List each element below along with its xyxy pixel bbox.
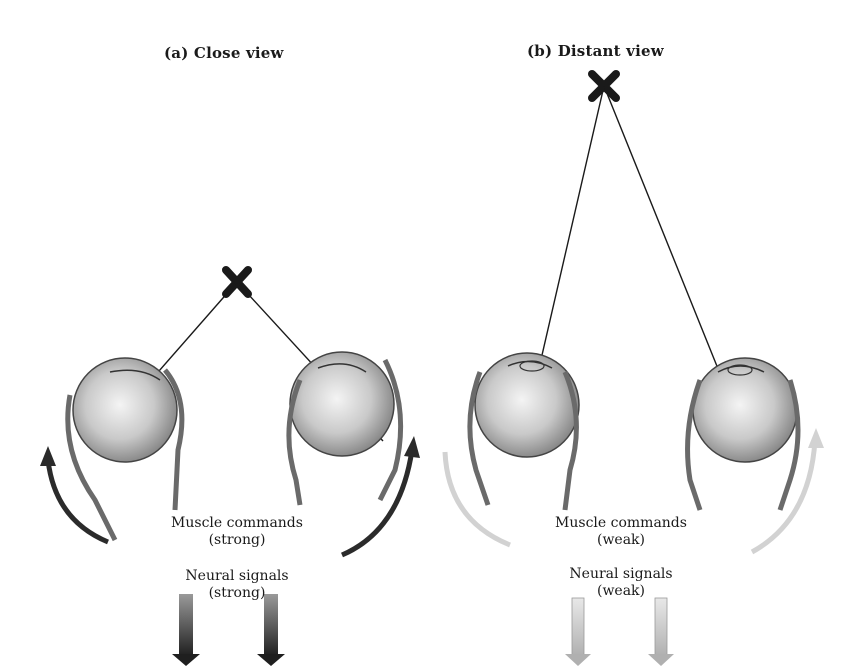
distant-neural-signals-text: Neural signals — [569, 566, 673, 582]
close-right-neural-arrow-icon — [257, 594, 285, 666]
close-muscle-strength-text: (strong) — [208, 532, 266, 548]
close-muscle-commands-text: Muscle commands — [171, 515, 303, 531]
distant-right-rotation-arrow-icon — [750, 428, 824, 555]
distant-left-eye-icon — [467, 352, 580, 511]
distant-left-rotation-arrow-icon — [442, 451, 511, 548]
close-view-title: (a) Close view — [164, 44, 284, 62]
close-neural-strength-text: (strong) — [208, 585, 266, 601]
distant-muscle-commands-text: Muscle commands — [555, 515, 687, 531]
distant-muscle-strength-text: (weak) — [596, 532, 646, 548]
distant-neural-label: Neural signals (weak) — [530, 566, 712, 600]
close-neural-signals-text: Neural signals — [185, 568, 289, 584]
distant-left-neural-arrow-icon — [565, 597, 591, 666]
close-muscle-label: Muscle commands (strong) — [146, 515, 328, 549]
distant-muscle-label: Muscle commands (weak) — [530, 515, 712, 549]
close-left-neural-arrow-icon — [172, 594, 200, 666]
distant-view-title: (b) Distant view — [527, 42, 664, 60]
close-right-eye-icon — [286, 351, 404, 506]
close-left-rotation-arrow-icon — [40, 446, 109, 545]
close-right-rotation-arrow-icon — [341, 436, 420, 558]
distant-right-neural-arrow-icon — [648, 597, 674, 666]
close-neural-label: Neural signals (strong) — [146, 568, 328, 602]
distant-right-eye-icon — [685, 357, 801, 511]
close-left-eye-icon — [65, 357, 185, 542]
panel-distant-view — [442, 70, 824, 666]
distant-neural-strength-text: (weak) — [596, 583, 646, 599]
panel-close-view — [40, 266, 420, 666]
